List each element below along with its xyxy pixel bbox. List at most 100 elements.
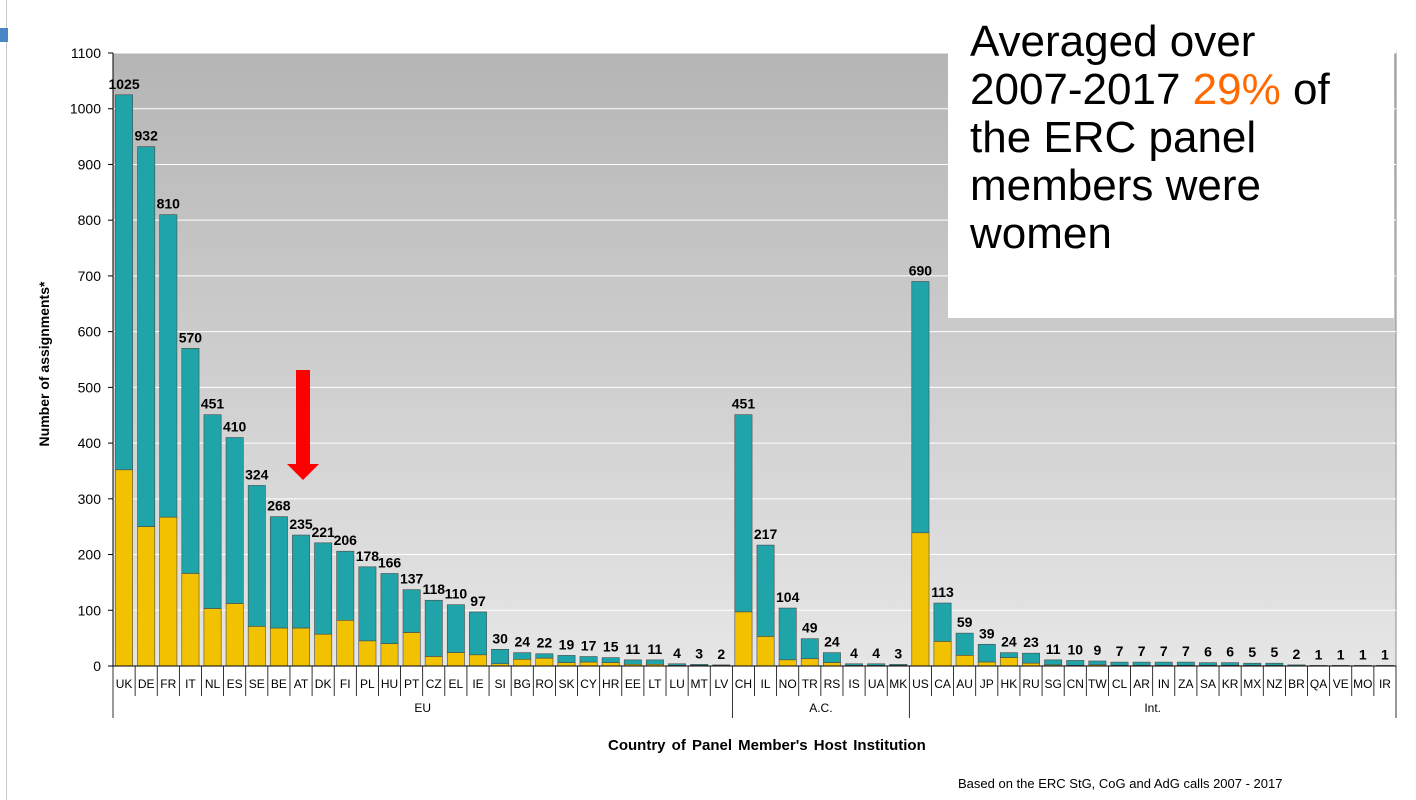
bar-segment-upper — [247, 485, 266, 627]
category-label: SK — [558, 677, 574, 691]
category-label: BE — [271, 677, 287, 691]
bar-segment-upper — [601, 657, 620, 663]
data-label: 22 — [537, 635, 553, 651]
category-label: BG — [514, 677, 531, 691]
source-note: Based on the ERC StG, CoG and AdG calls … — [958, 776, 1283, 791]
bar-segment-lower — [225, 603, 244, 667]
callout-word: of — [1292, 65, 1330, 114]
bar-segment-lower — [446, 652, 465, 667]
data-label: 110 — [445, 586, 468, 602]
callout-text: Averaged over 2007-2017 29% of the ERC p… — [970, 18, 1388, 258]
category-label: LU — [669, 677, 684, 691]
data-label: 5 — [1270, 644, 1278, 660]
category-label: MK — [889, 677, 907, 691]
data-label: 59 — [957, 614, 973, 630]
callout-line: the ERC panel — [970, 113, 1257, 162]
data-label: 268 — [267, 498, 291, 514]
category-label: SA — [1200, 677, 1216, 691]
y-axis-title: Number of assignments* — [36, 281, 52, 447]
bar-segment-upper — [1066, 660, 1085, 666]
data-label: 113 — [931, 584, 954, 600]
category-label: UK — [116, 677, 133, 691]
bar-segment-upper — [424, 599, 443, 657]
y-tick-label: 500 — [78, 379, 102, 395]
bar-segment-upper — [999, 652, 1018, 658]
y-tick-label: 300 — [78, 491, 102, 507]
y-tick-label: 100 — [78, 602, 102, 618]
bar-segment-upper — [336, 550, 355, 621]
group-label: Int. — [1144, 701, 1161, 715]
bar-segment-lower — [247, 626, 266, 667]
data-label: 118 — [422, 581, 445, 597]
data-label: 15 — [603, 639, 619, 655]
data-label: 97 — [470, 593, 486, 609]
data-label: 206 — [334, 532, 358, 548]
bar-segment-lower — [314, 633, 333, 667]
category-label: VE — [1333, 677, 1349, 691]
y-tick-label: 800 — [78, 212, 102, 228]
data-label: 1 — [1337, 646, 1345, 662]
data-label: 4 — [850, 645, 858, 661]
category-label: QA — [1310, 677, 1327, 691]
bar-segment-upper — [402, 589, 421, 633]
callout-line: 2007-2017 29% of — [970, 66, 1388, 114]
category-label: UA — [868, 677, 885, 691]
category-label: SE — [249, 677, 265, 691]
bar-segment-lower — [181, 573, 200, 667]
y-tick-label: 0 — [93, 658, 101, 674]
callout-line: Averaged over — [970, 17, 1256, 66]
bar-segment-upper — [1154, 661, 1173, 666]
group-label: EU — [414, 701, 431, 715]
data-label: 23 — [1023, 634, 1039, 650]
data-label: 1025 — [108, 76, 139, 92]
bar-segment-upper — [977, 643, 996, 663]
category-label: IL — [761, 677, 771, 691]
bar-segment-lower — [999, 657, 1018, 667]
category-label: TW — [1088, 677, 1107, 691]
data-label: 235 — [289, 516, 313, 532]
bar-segment-upper — [203, 414, 222, 609]
bar-segment-lower — [203, 608, 222, 667]
x-axis-title: Country of Panel Member's Host Instituti… — [608, 737, 926, 754]
category-label: PT — [404, 677, 420, 691]
bar-segment-lower — [579, 661, 598, 667]
category-label: HU — [381, 677, 398, 691]
bar-segment-upper — [269, 516, 288, 629]
data-label: 49 — [802, 620, 818, 636]
category-label: RS — [824, 677, 841, 691]
category-label: HK — [1001, 677, 1018, 691]
category-label: IS — [848, 677, 859, 691]
bar-segment-lower — [269, 627, 288, 667]
data-label: 1 — [1359, 646, 1367, 662]
bar-segment-lower — [977, 661, 996, 667]
bar-segment-upper — [557, 655, 576, 663]
bar-segment-upper — [756, 544, 775, 637]
data-label: 932 — [135, 128, 159, 144]
category-label: FR — [160, 677, 176, 691]
bar-segment-lower — [380, 643, 399, 667]
bar-segment-upper — [513, 652, 532, 660]
bar-segment-upper — [1110, 661, 1129, 666]
category-label: SI — [494, 677, 505, 691]
data-label: 4 — [673, 645, 681, 661]
category-label: IR — [1379, 677, 1391, 691]
bar-segment-lower — [800, 658, 819, 667]
bar-segment-lower — [137, 526, 156, 667]
category-label: NZ — [1266, 677, 1282, 691]
bar-segment-lower — [822, 662, 841, 667]
data-label: 6 — [1204, 644, 1212, 660]
y-tick-label: 600 — [78, 324, 102, 340]
data-label: 11 — [625, 641, 640, 657]
data-label: 1 — [1315, 646, 1323, 662]
bar-segment-lower — [292, 627, 310, 667]
data-label: 10 — [1067, 641, 1083, 657]
bar-segment-lower — [601, 662, 620, 667]
y-tick-label: 400 — [78, 435, 102, 451]
data-label: 24 — [824, 634, 840, 650]
category-label: ZA — [1178, 677, 1193, 691]
category-label: KR — [1222, 677, 1239, 691]
bar-segment-upper — [292, 534, 310, 629]
bar-segment-upper — [380, 573, 399, 645]
data-label: 7 — [1138, 643, 1146, 659]
bar-segment-upper — [314, 542, 333, 635]
